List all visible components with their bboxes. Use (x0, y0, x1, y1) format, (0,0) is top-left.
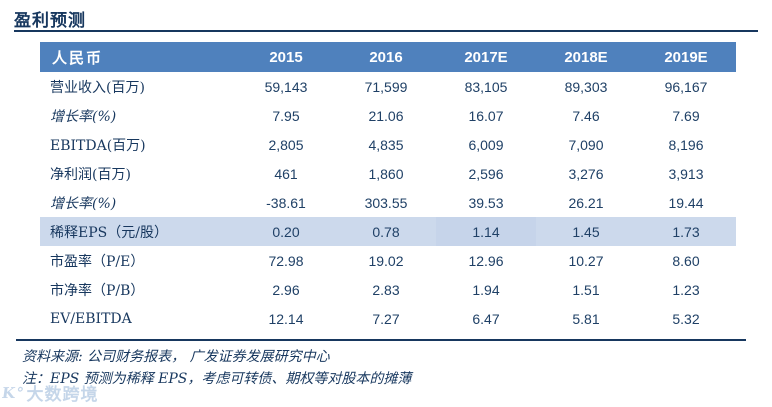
column-header-2016: 2016 (336, 42, 436, 72)
row-label: 增长率(%) (40, 101, 236, 130)
table-cell: 1.23 (636, 275, 736, 304)
row-label: EBITDA(百万) (40, 130, 236, 159)
table-cell: 1.45 (536, 217, 636, 246)
source-note: 资料来源: 公司财务报表， 广发证券发展研究中心 (22, 349, 330, 365)
table-row-pb: 市净率（P/B） 2.96 2.83 1.94 1.51 1.23 (40, 275, 736, 304)
table-cell: 3,913 (636, 159, 736, 188)
table-cell: 83,105 (436, 72, 536, 101)
table-cell: 1.51 (536, 275, 636, 304)
row-label: 营业收入(百万) (40, 72, 236, 101)
table-cell: 2.96 (236, 275, 336, 304)
watermark: K° 大数跨境 (0, 380, 99, 406)
table-cell: 1.94 (436, 275, 536, 304)
watermark-text: 大数跨境 (26, 385, 99, 405)
row-label: 市净率（P/B） (40, 275, 236, 304)
table-cell: 19.02 (336, 246, 436, 275)
table-cell: -38.61 (236, 188, 336, 217)
table-cell: 8.60 (636, 246, 736, 275)
table-bottom-divider (16, 339, 746, 341)
table-cell: 96,167 (636, 72, 736, 101)
table-cell: 10.27 (536, 246, 636, 275)
row-label: 净利润(百万) (40, 159, 236, 188)
row-label: 增长率(%) (40, 188, 236, 217)
table-cell: 3,276 (536, 159, 636, 188)
table-cell: 0.20 (236, 217, 336, 246)
table-header-row: 人民币 2015 2016 2017E 2018E 2019E (40, 42, 736, 72)
table-cell: 7.46 (536, 101, 636, 130)
table-cell: 2.83 (336, 275, 436, 304)
table-cell: 6,009 (436, 130, 536, 159)
table-row-net-profit: 净利润(百万) 461 1,860 2,596 3,276 3,913 (40, 159, 736, 188)
table-cell: 89,303 (536, 72, 636, 101)
table-cell: 16.07 (436, 101, 536, 130)
table-cell: 71,599 (336, 72, 436, 101)
table-cell: 6.47 (436, 304, 536, 333)
table-row-profit-growth: 增长率(%) -38.61 303.55 39.53 26.21 19.44 (40, 188, 736, 217)
table-row-revenue: 营业收入(百万) 59,143 71,599 83,105 89,303 96,… (40, 72, 736, 101)
table-cell: 461 (236, 159, 336, 188)
table-cell: 1,860 (336, 159, 436, 188)
column-header-2017e: 2017E (436, 42, 536, 72)
table-cell: 5.32 (636, 304, 736, 333)
table-row-revenue-growth: 增长率(%) 7.95 21.06 16.07 7.46 7.69 (40, 101, 736, 130)
table-cell: 7.69 (636, 101, 736, 130)
table-cell: 39.53 (436, 188, 536, 217)
table-cell: 303.55 (336, 188, 436, 217)
table-cell: 7,090 (536, 130, 636, 159)
table-row-ebitda: EBITDA(百万) 2,805 4,835 6,009 7,090 8,196 (40, 130, 736, 159)
column-header-currency: 人民币 (40, 42, 236, 72)
table-cell: 59,143 (236, 72, 336, 101)
table-cell: 7.27 (336, 304, 436, 333)
page-title: 盈利预测 (14, 11, 86, 31)
row-label: EV/EBITDA (40, 304, 236, 333)
table-cell: 0.78 (336, 217, 436, 246)
table-cell: 72.98 (236, 246, 336, 275)
row-label: 市盈率（P/E） (40, 246, 236, 275)
table-cell: 4,835 (336, 130, 436, 159)
table-row-diluted-eps: 稀释EPS（元/股） 0.20 0.78 1.14 1.45 1.73 (40, 217, 736, 246)
table-cell: 1.73 (636, 217, 736, 246)
table-row-pe: 市盈率（P/E） 72.98 19.02 12.96 10.27 8.60 (40, 246, 736, 275)
table-cell: 21.06 (336, 101, 436, 130)
column-header-2015: 2015 (236, 42, 336, 72)
table-cell: 2,596 (436, 159, 536, 188)
table-cell: 1.14 (436, 217, 536, 246)
column-header-2019e: 2019E (636, 42, 736, 72)
table-cell: 12.96 (436, 246, 536, 275)
table-cell: 8,196 (636, 130, 736, 159)
table-cell: 5.81 (536, 304, 636, 333)
table-cell: 2,805 (236, 130, 336, 159)
table-cell: 12.14 (236, 304, 336, 333)
eps-footnote: 注：EPS 预测为稀释 EPS，考虑可转债、期权等对股本的摊薄 (22, 371, 412, 387)
title-divider (14, 30, 758, 32)
watermark-logo-icon: K° (0, 383, 26, 402)
table-cell: 19.44 (636, 188, 736, 217)
table-cell: 7.95 (236, 101, 336, 130)
column-header-2018e: 2018E (536, 42, 636, 72)
profit-forecast-table: 人民币 2015 2016 2017E 2018E 2019E 营业收入(百万)… (40, 42, 736, 333)
table-row-ev-ebitda: EV/EBITDA 12.14 7.27 6.47 5.81 5.32 (40, 304, 736, 333)
row-label: 稀释EPS（元/股） (40, 217, 236, 246)
table-cell: 26.21 (536, 188, 636, 217)
